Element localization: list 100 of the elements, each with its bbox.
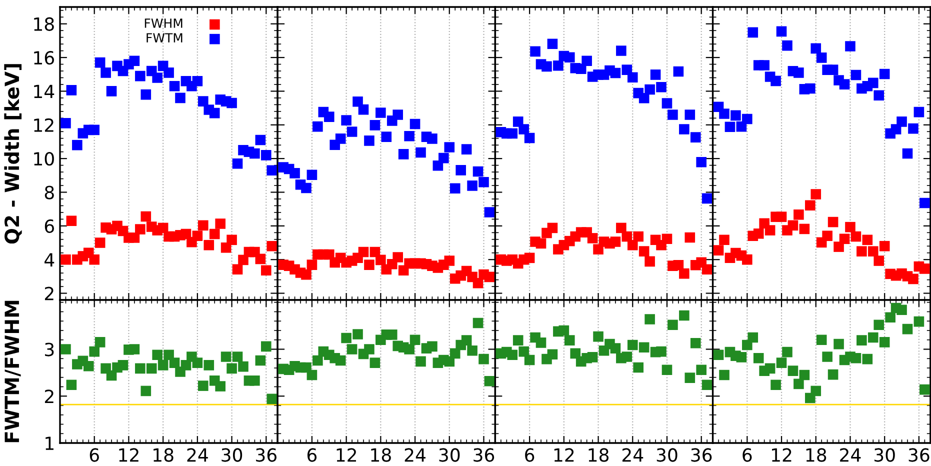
y-axis-title: FWTM/FWHM [4, 300, 21, 442]
x-tick-label: 36 [256, 448, 276, 462]
point [690, 132, 701, 142]
point [140, 211, 152, 222]
y-tick-label: 8 [44, 186, 54, 200]
point [198, 96, 208, 106]
point [324, 112, 334, 122]
point [788, 366, 798, 376]
point [220, 352, 232, 362]
point [828, 369, 838, 380]
point [484, 207, 495, 218]
point [152, 72, 162, 83]
point [266, 240, 278, 252]
point [306, 370, 318, 380]
point [656, 82, 666, 92]
point [135, 224, 146, 234]
point [164, 68, 174, 78]
point [662, 234, 672, 244]
y-tick-label: 1 [46, 436, 54, 450]
point [587, 352, 598, 362]
point [370, 120, 380, 130]
point [524, 252, 535, 264]
point [679, 310, 690, 321]
point [106, 86, 117, 96]
point [484, 272, 495, 282]
point [364, 136, 374, 146]
y-axis-title: Q2 - Width [keV] [4, 64, 22, 244]
point [804, 200, 816, 211]
point [730, 110, 741, 121]
point [335, 134, 346, 144]
point [83, 360, 94, 372]
point [679, 268, 690, 279]
point [135, 70, 146, 82]
point [301, 182, 312, 194]
y-tick-label: 18 [34, 17, 54, 31]
x-tick-label: 24 [622, 448, 644, 462]
point [175, 92, 186, 104]
point [638, 246, 650, 256]
legend-label: FWTM [146, 33, 182, 42]
point [816, 334, 827, 346]
point [518, 346, 529, 357]
point [364, 344, 374, 354]
point [799, 370, 810, 380]
point [255, 134, 266, 146]
point [352, 329, 363, 340]
point [232, 158, 243, 169]
point [810, 386, 822, 396]
point [616, 222, 626, 234]
point [570, 348, 581, 359]
point [839, 234, 850, 244]
point [862, 354, 873, 364]
x-tick-label: 30 [222, 448, 242, 462]
point [724, 122, 736, 132]
point [89, 254, 100, 265]
point [60, 254, 71, 265]
point [392, 110, 404, 120]
point [558, 325, 570, 336]
point [524, 354, 535, 366]
point [828, 216, 838, 228]
point [753, 352, 764, 364]
point [696, 156, 706, 168]
y-tick-label: 3 [45, 342, 54, 356]
point [582, 56, 592, 66]
point [140, 89, 152, 100]
point [610, 68, 621, 78]
point [839, 79, 850, 90]
point [633, 231, 644, 242]
point [118, 360, 128, 370]
point [656, 346, 666, 357]
point [794, 209, 804, 220]
point [404, 344, 414, 354]
point [908, 123, 918, 134]
point [879, 337, 890, 348]
point [192, 358, 203, 368]
x-tick-label: 36 [474, 448, 494, 462]
point [690, 338, 701, 348]
x-tick-label: 6 [525, 448, 534, 462]
point [547, 38, 558, 50]
point [764, 225, 776, 236]
point [850, 352, 862, 364]
x-tick-label: 24 [404, 448, 426, 462]
point [536, 338, 546, 348]
y-tick-label: 10 [34, 152, 54, 166]
point [914, 316, 924, 327]
point [719, 234, 730, 246]
point [478, 354, 489, 364]
point [94, 57, 106, 68]
point [484, 376, 495, 386]
point [879, 240, 890, 252]
point [306, 260, 318, 270]
x-tick-label: 18 [806, 448, 826, 462]
x-tick-label: 12 [119, 448, 138, 462]
point [204, 360, 214, 370]
point [902, 324, 913, 334]
point [444, 256, 455, 266]
point [850, 231, 862, 242]
point [753, 228, 764, 239]
point [376, 254, 386, 266]
point [553, 60, 564, 71]
point [673, 260, 684, 270]
